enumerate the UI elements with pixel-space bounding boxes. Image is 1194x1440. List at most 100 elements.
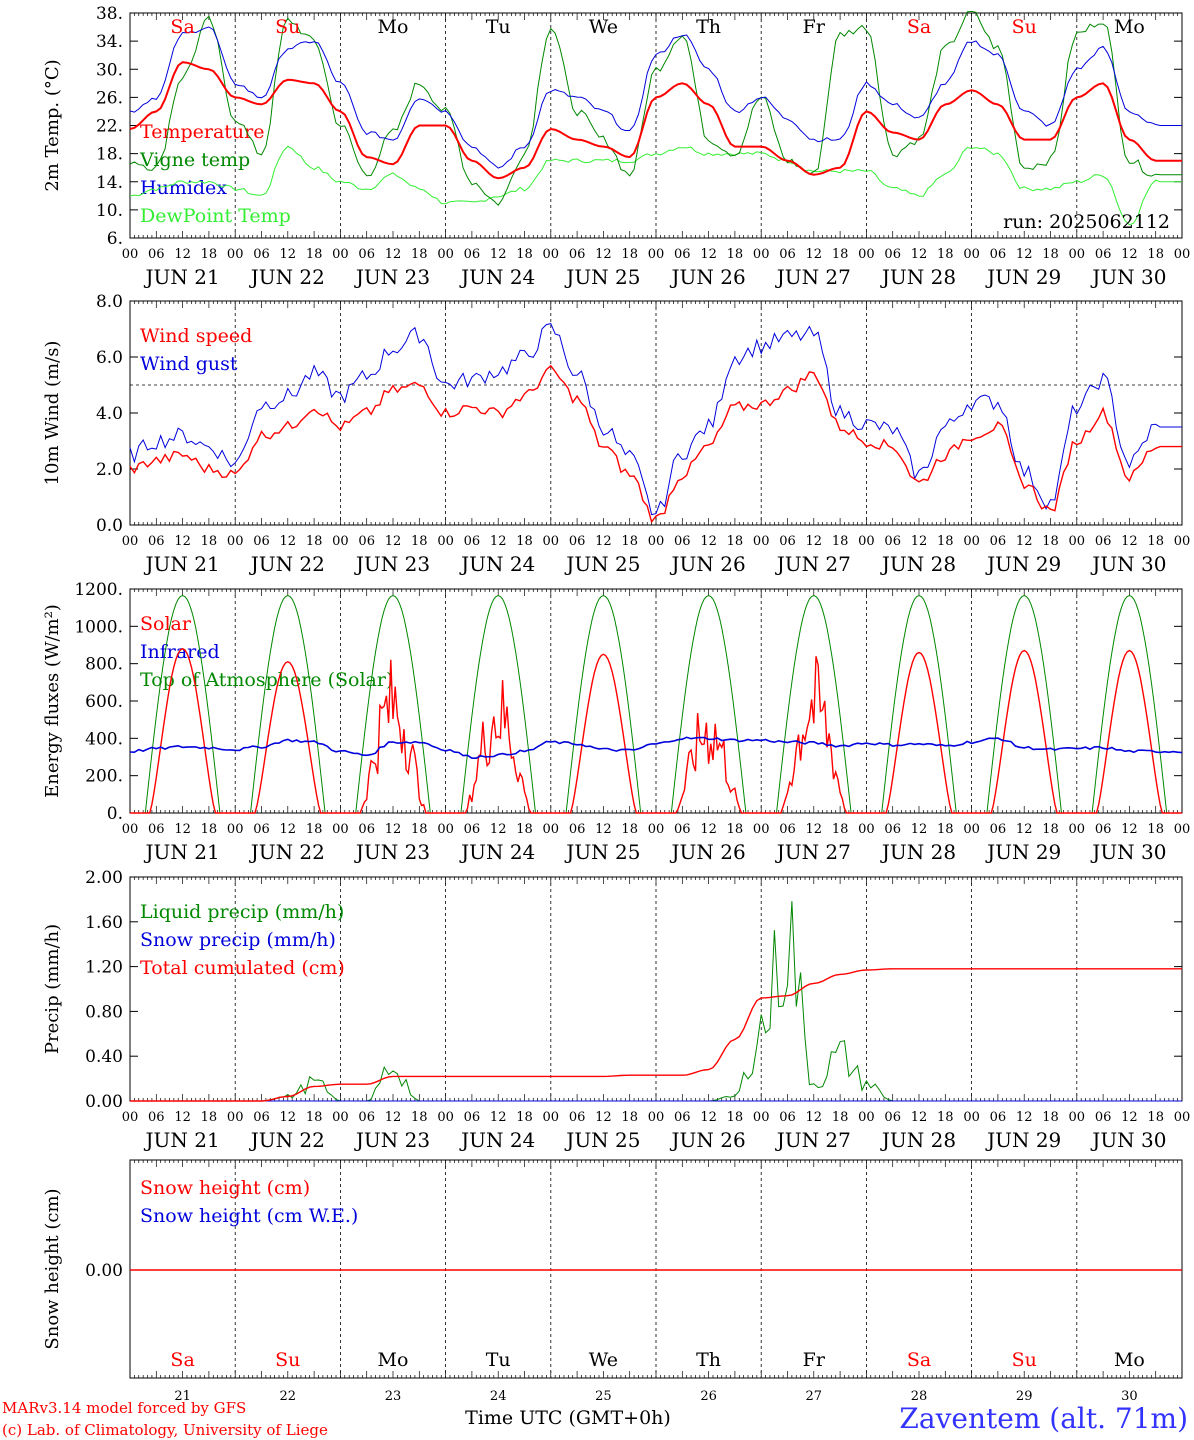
day-label: JUN 30 — [1090, 265, 1166, 289]
y-tick-label: 0.00 — [85, 1261, 123, 1281]
day-label: JUN 24 — [459, 265, 535, 289]
hour-tick-label: 18 — [727, 822, 744, 837]
day-number-label: 29 — [1016, 1389, 1033, 1404]
hour-tick-label: 12 — [490, 1110, 507, 1125]
y-axis-label: Snow height (cm) — [42, 1188, 63, 1349]
legend-entry: Wind speed — [140, 325, 252, 347]
hour-tick-label: 00 — [227, 534, 244, 549]
hour-tick-label: 12 — [595, 1110, 612, 1125]
day-label: JUN 21 — [144, 265, 220, 289]
hour-tick-label: 00 — [122, 534, 139, 549]
hour-tick-label: 00 — [963, 534, 980, 549]
hour-tick-label: 12 — [490, 822, 507, 837]
hour-tick-label: 12 — [595, 822, 612, 837]
hour-tick-label: 18 — [727, 534, 744, 549]
hour-tick-label: 18 — [516, 534, 533, 549]
hour-tick-label: 12 — [1121, 534, 1138, 549]
hour-tick-label: 00 — [227, 247, 244, 262]
hour-tick-label: 00 — [648, 1110, 665, 1125]
hour-tick-label: 00 — [648, 247, 665, 262]
day-label: JUN 28 — [880, 265, 956, 289]
day-label: JUN 27 — [775, 840, 851, 864]
hour-tick-label: 12 — [385, 534, 402, 549]
hour-tick-label: 06 — [1095, 822, 1112, 837]
day-label: JUN 28 — [880, 840, 956, 864]
day-label: JUN 23 — [354, 552, 430, 576]
y-axis-label: 10m Wind (m/s) — [42, 341, 63, 486]
hour-tick-label: 06 — [358, 822, 375, 837]
hour-tick-label: 12 — [280, 534, 297, 549]
hour-tick-label: 06 — [358, 247, 375, 262]
hour-tick-label: 00 — [1174, 1110, 1191, 1125]
day-label: JUN 27 — [775, 552, 851, 576]
hour-tick-label: 18 — [937, 534, 954, 549]
hour-tick-label: 06 — [464, 822, 481, 837]
hour-tick-label: 18 — [621, 822, 638, 837]
hour-tick-label: 18 — [1147, 1110, 1164, 1125]
hour-tick-label: 00 — [332, 1110, 349, 1125]
hour-tick-label: 12 — [1016, 247, 1033, 262]
day-number-label: 26 — [700, 1389, 717, 1404]
hour-tick-label: 18 — [306, 1110, 323, 1125]
hour-tick-label: 00 — [1174, 534, 1191, 549]
y-tick-label: 400. — [85, 729, 123, 749]
hour-tick-label: 06 — [990, 1110, 1007, 1125]
day-label: JUN 24 — [459, 1128, 535, 1152]
legend-entry: Snow height (cm W.E.) — [140, 1205, 358, 1227]
day-label: JUN 26 — [670, 840, 746, 864]
day-label: JUN 22 — [249, 265, 325, 289]
day-label: JUN 24 — [459, 840, 535, 864]
hour-tick-label: 18 — [1042, 822, 1059, 837]
weekday-label: Mo — [378, 16, 409, 38]
weekday-label: Th — [696, 16, 721, 38]
day-label: JUN 22 — [249, 840, 325, 864]
hour-tick-label: 06 — [990, 534, 1007, 549]
hour-tick-label: 00 — [1069, 247, 1086, 262]
hour-tick-label: 06 — [569, 247, 586, 262]
day-label: JUN 30 — [1090, 552, 1166, 576]
humidex-line — [129, 26, 1182, 169]
hour-tick-label: 06 — [884, 534, 901, 549]
panel-2: 10m Wind (m/s) Wind speed Wind gust 00 06 12 1… — [42, 292, 1190, 576]
hour-tick-label: 18 — [1042, 1110, 1059, 1125]
solar-line — [130, 647, 1182, 814]
day-label: JUN 21 — [144, 1128, 220, 1152]
day-label: JUN 26 — [670, 265, 746, 289]
hour-tick-label: 00 — [753, 534, 770, 549]
y-tick-label: 1000. — [74, 617, 123, 637]
hour-tick-label: 12 — [1121, 247, 1138, 262]
legend-entry: Snow height (cm) — [140, 1177, 310, 1199]
hour-tick-label: 12 — [806, 1110, 823, 1125]
hour-tick-label: 06 — [358, 1110, 375, 1125]
hour-tick-label: 12 — [1016, 1110, 1033, 1125]
hour-tick-label: 00 — [543, 822, 560, 837]
hour-tick-label: 12 — [700, 247, 717, 262]
weekday-label: Sa — [170, 1349, 194, 1371]
y-tick-label: 8.0 — [96, 292, 123, 312]
hour-tick-label: 18 — [411, 1110, 428, 1125]
y-tick-label: 800. — [85, 655, 123, 675]
y-tick-label: 200. — [85, 767, 123, 787]
weekday-label: Fr — [803, 16, 826, 38]
hour-tick-label: 18 — [516, 1110, 533, 1125]
hour-tick-label: 12 — [1121, 822, 1138, 837]
day-label: JUN 28 — [880, 552, 956, 576]
hour-tick-label: 18 — [937, 247, 954, 262]
legend-entry: Solar — [140, 613, 192, 635]
day-label: JUN 21 — [144, 552, 220, 576]
hour-tick-label: 06 — [253, 822, 270, 837]
weekday-label: Su — [1012, 16, 1037, 38]
hour-tick-label: 12 — [806, 822, 823, 837]
hour-tick-label: 18 — [411, 534, 428, 549]
weekday-label: Su — [275, 16, 300, 38]
day-label: JUN 23 — [354, 265, 430, 289]
day-label: JUN 29 — [985, 1128, 1061, 1152]
y-tick-label: 4.0 — [96, 404, 123, 424]
panel-frame — [129, 588, 1183, 814]
hour-tick-label: 00 — [332, 247, 349, 262]
hour-tick-label: 12 — [911, 247, 928, 262]
day-label: JUN 27 — [775, 1128, 851, 1152]
run-label: run: 2025062112 — [1003, 211, 1170, 233]
hour-tick-label: 06 — [779, 534, 796, 549]
day-label: JUN 29 — [985, 840, 1061, 864]
